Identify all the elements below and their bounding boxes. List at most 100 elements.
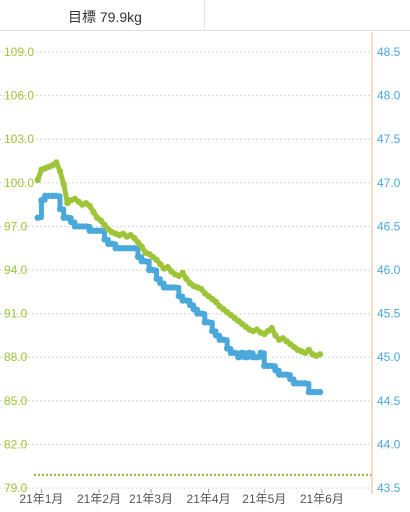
data-point	[257, 349, 264, 357]
data-point	[272, 332, 279, 339]
data-point	[108, 240, 116, 248]
data-point	[97, 227, 105, 234]
right-tick-label: 46.0	[377, 263, 401, 277]
data-point	[238, 349, 246, 357]
left-tick-label: 94.0	[4, 263, 28, 277]
data-point	[157, 279, 164, 287]
data-point	[209, 327, 216, 335]
data-point	[164, 263, 171, 271]
right-tick-label: 48.0	[377, 89, 401, 103]
data-point	[153, 256, 160, 264]
data-point	[231, 349, 238, 357]
data-point	[253, 354, 261, 361]
data-point	[56, 167, 64, 175]
data-point	[131, 245, 138, 252]
data-point	[101, 236, 108, 243]
data-series	[34, 159, 324, 396]
right-tick-label: 43.5	[377, 481, 401, 495]
data-point	[268, 362, 275, 370]
left-tick-label: 79.0	[4, 481, 28, 495]
right-tick-label: 45.5	[377, 307, 401, 321]
data-point	[67, 218, 75, 226]
left-tick-label: 109.0	[4, 45, 34, 59]
data-point	[171, 284, 179, 291]
left-tick-label: 82.0	[4, 437, 28, 451]
data-point	[149, 266, 157, 274]
data-point	[134, 253, 142, 261]
data-point	[235, 354, 242, 361]
data-point	[138, 243, 145, 250]
data-point	[53, 159, 60, 166]
data-point	[64, 214, 71, 221]
data-point	[301, 380, 309, 387]
data-point	[134, 239, 142, 246]
data-point	[175, 292, 183, 300]
data-point	[186, 301, 194, 309]
bodyfat-series	[34, 192, 324, 396]
data-point	[212, 298, 220, 306]
data-point	[101, 221, 108, 229]
data-point	[190, 306, 197, 313]
left-tick-label: 88.0	[4, 350, 28, 364]
right-axis-ticks: 48.5 48.0 47.5 47.0 46.5 46.0 45.5 45.0 44.5 44.0…	[377, 45, 401, 495]
goal-weight-label: 目標 79.9kg	[68, 9, 142, 25]
weight-line	[35, 159, 323, 359]
data-point	[179, 269, 186, 277]
right-tick-label: 44.5	[377, 394, 401, 408]
right-tick-label: 47.0	[377, 176, 401, 190]
data-point	[316, 351, 324, 358]
data-point	[197, 310, 205, 317]
left-tick-label: 91.0	[4, 307, 28, 321]
data-point	[223, 345, 231, 352]
left-axis-ticks: 109.0 106.0 103.0 100.0 97.0 94.0 91.0 88.0 85.0…	[4, 45, 34, 495]
left-tick-label: 106.0	[4, 89, 34, 103]
x-tick-label: 21年4月	[187, 492, 231, 506]
data-point	[157, 260, 164, 268]
data-point	[60, 181, 67, 188]
weight-series	[34, 159, 324, 359]
left-tick-label: 103.0	[4, 132, 34, 146]
data-point	[90, 208, 97, 216]
data-point	[56, 205, 64, 213]
data-point	[142, 258, 149, 265]
grid-lines	[0, 51, 372, 489]
data-point	[212, 332, 220, 339]
x-tick-label: 21年2月	[77, 492, 121, 506]
data-point	[97, 217, 105, 224]
left-tick-label: 85.0	[4, 394, 28, 408]
data-point	[153, 275, 160, 282]
summary-divider	[204, 0, 205, 30]
x-tick-label: 21年3月	[129, 492, 173, 506]
left-tick-label: 100.0	[4, 176, 34, 190]
data-point	[34, 176, 41, 184]
left-tick-label: 97.0	[4, 219, 28, 233]
data-point	[183, 297, 190, 304]
data-point	[287, 375, 294, 383]
right-tick-label: 44.0	[377, 437, 401, 451]
data-point	[242, 354, 249, 361]
x-axis-ticks: 21年1月 21年2月 21年3月 21年4月 21年5月 21年6月	[19, 489, 344, 506]
data-point	[197, 285, 205, 293]
x-tick-label: 21年1月	[19, 492, 63, 506]
data-point	[53, 192, 60, 200]
data-point	[272, 367, 279, 374]
x-tick-label: 21年6月	[300, 492, 344, 506]
right-tick-label: 48.5	[377, 45, 401, 59]
data-point	[38, 197, 45, 204]
data-point	[305, 346, 313, 354]
data-point	[246, 349, 253, 357]
data-point	[183, 275, 190, 282]
right-tick-label: 46.5	[377, 219, 401, 233]
data-point	[34, 214, 41, 221]
data-point	[205, 319, 212, 326]
data-point	[86, 202, 93, 210]
summary-bar: 目標 79.9kg	[0, 0, 410, 31]
data-point	[316, 388, 324, 396]
data-point	[220, 336, 227, 343]
data-point	[283, 371, 290, 378]
data-point	[82, 223, 90, 230]
x-tick-label: 21年5月	[242, 492, 286, 506]
right-tick-label: 45.0	[377, 350, 401, 364]
data-point	[268, 324, 275, 332]
